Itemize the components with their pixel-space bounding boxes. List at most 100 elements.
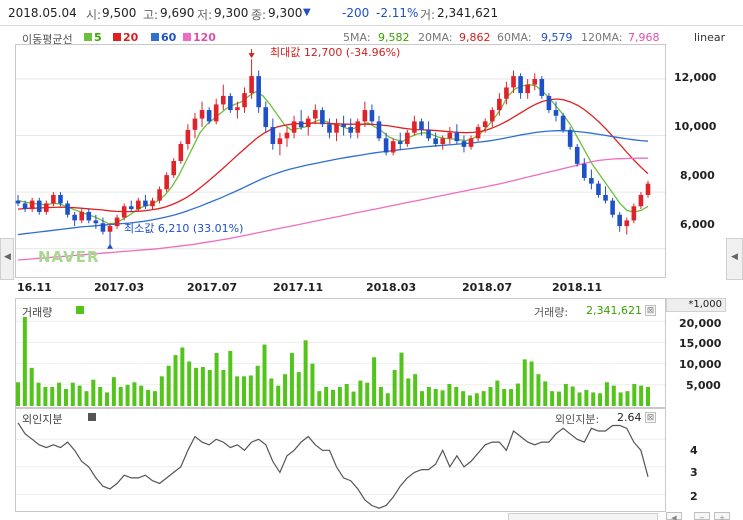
candle-body	[235, 107, 240, 111]
candle-body	[143, 200, 148, 207]
volume-bar	[16, 382, 20, 406]
candle-body	[461, 141, 467, 147]
candle-body	[178, 144, 184, 161]
price-y-tick: 8,000	[680, 169, 715, 182]
volume-bar	[591, 392, 596, 406]
volume-bar	[43, 386, 48, 406]
candle-body	[327, 124, 332, 133]
volume-bar	[289, 353, 294, 406]
volume-bar	[502, 389, 507, 406]
candle-body	[617, 214, 622, 227]
candle-body	[277, 138, 283, 145]
info-low-label: 저:	[197, 8, 213, 22]
candle-body	[79, 211, 85, 221]
candle-body	[164, 175, 169, 190]
ma5-toggle[interactable]: 5	[94, 31, 102, 44]
candle-body	[298, 121, 304, 128]
candle-body	[100, 223, 106, 232]
candle-body	[220, 95, 226, 105]
volume-bar	[392, 369, 397, 406]
price-plot-area[interactable]	[15, 44, 666, 278]
candle-body	[433, 138, 438, 145]
ma20-swatch[interactable]	[113, 33, 121, 41]
candle-body	[150, 200, 155, 207]
ma20-value-label: 20MA:	[418, 31, 453, 44]
foreign-value: 2.64	[617, 411, 642, 424]
volume-bar	[385, 393, 390, 406]
volume-title: 거래량	[22, 306, 53, 319]
candle-body	[86, 211, 92, 221]
candle-body	[213, 104, 219, 122]
volume-bar	[105, 392, 110, 406]
volume-y-tick: 10,000	[679, 358, 722, 371]
info-change-pct: -2.11%	[376, 6, 419, 20]
zoom-out-button[interactable]: −	[694, 512, 710, 520]
chevron-right-icon: ◀	[731, 252, 738, 262]
candle-body	[242, 93, 247, 108]
info-close-label: 종:	[251, 8, 267, 22]
volume-bar	[84, 391, 89, 406]
candle-body	[249, 76, 254, 94]
horizontal-scrollbar[interactable]	[508, 513, 658, 520]
ma5-value-label: 5MA:	[343, 31, 371, 44]
candle-body	[610, 200, 615, 215]
volume-bar	[447, 383, 452, 406]
ma120-toggle[interactable]: 120	[193, 31, 216, 44]
volume-close-button[interactable]: ⊠	[645, 305, 656, 316]
volume-bar	[118, 386, 123, 406]
candle-body	[440, 138, 446, 145]
volume-bar	[543, 381, 548, 406]
scroll-prev-button[interactable]: ◀	[666, 512, 682, 520]
candle-body	[497, 98, 502, 111]
volume-bar	[221, 369, 226, 406]
volume-bar	[248, 375, 253, 406]
volume-bar	[372, 357, 377, 406]
candle-body	[624, 220, 630, 227]
volume-bar	[296, 372, 301, 406]
scale-toggle[interactable]: linear	[694, 31, 726, 44]
foreign-close-button[interactable]: ⊠	[645, 412, 656, 423]
volume-bar	[625, 391, 630, 406]
candle-body	[284, 132, 290, 139]
info-date: 2018.05.04	[8, 6, 77, 20]
candle-body	[291, 121, 297, 133]
candle-body	[355, 121, 361, 133]
volume-bar	[420, 391, 425, 406]
scroll-left-handle[interactable]: ◀	[0, 238, 14, 280]
candle-body	[320, 110, 325, 125]
volume-bar	[22, 317, 27, 406]
info-low: 9,300	[214, 6, 249, 20]
candle-body	[369, 110, 375, 122]
zoom-in-button[interactable]: +	[714, 512, 730, 520]
candle-body	[504, 87, 509, 99]
ma60-swatch[interactable]	[151, 33, 159, 41]
ma120-swatch[interactable]	[183, 33, 191, 41]
ma120-value: 7,968	[628, 31, 660, 44]
min-annotation: 최소값 6,210 (33.01%)	[124, 222, 244, 235]
candle-body	[341, 124, 346, 128]
volume-bar	[152, 391, 157, 406]
candle-body	[454, 132, 460, 142]
candle-body	[412, 121, 417, 133]
ma60-toggle[interactable]: 60	[161, 31, 177, 44]
volume-bar	[255, 365, 260, 406]
foreign-ownership-line	[17, 422, 649, 509]
price-y-tick: 6,000	[680, 218, 715, 231]
volume-swatch	[76, 306, 84, 314]
volume-bar	[36, 382, 41, 406]
ma20-toggle[interactable]: 20	[123, 31, 139, 44]
volume-bar	[98, 386, 103, 406]
volume-bar	[324, 386, 329, 406]
volume-bar	[399, 352, 404, 406]
volume-bar	[235, 376, 240, 406]
candle-body	[256, 76, 261, 108]
volume-bar	[611, 385, 616, 406]
volume-y-tick: 5,000	[686, 379, 721, 392]
chevron-left-icon: ◀	[671, 514, 677, 520]
volume-bar	[200, 367, 205, 406]
chevron-left-icon: ◀	[4, 252, 11, 262]
candle-body	[313, 110, 318, 119]
ohlc-info-bar: 2018.05.04 시: 9,500 고: 9,690 저: 9,300 종:…	[0, 0, 743, 26]
ma5-swatch[interactable]	[84, 33, 92, 41]
ma-line-60	[17, 130, 649, 236]
